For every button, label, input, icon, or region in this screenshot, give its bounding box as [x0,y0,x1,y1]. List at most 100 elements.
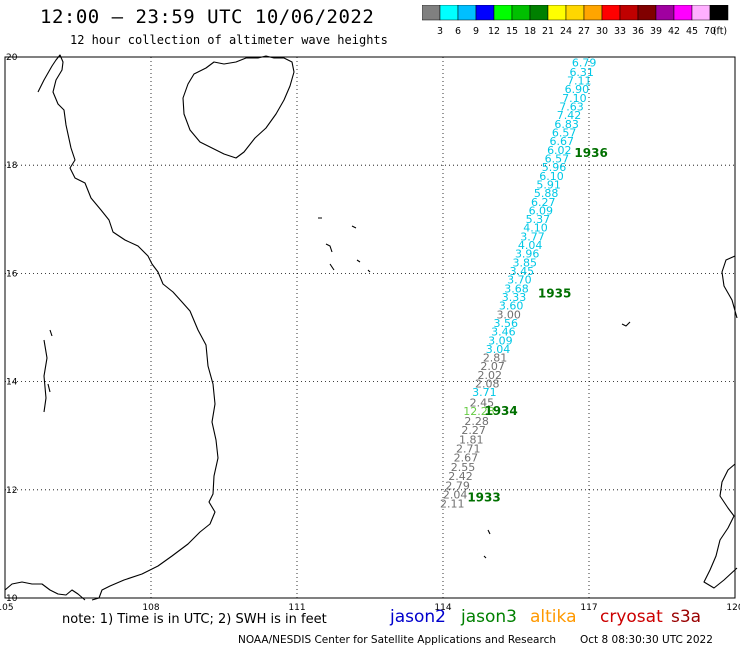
map-frame [4,56,736,599]
latitude-tick-label: 18 [6,161,18,171]
spratly-islet [483,321,631,559]
colorbar-label: 33 [614,26,626,37]
swh-value-label: 6.57 [552,127,577,140]
credit-line: NOAA/NESDIS Center for Satellite Applica… [238,634,556,646]
paracel-islands [318,217,371,273]
legend-s3a: s3a [671,607,702,627]
colorbar-label: 18 [524,26,536,37]
swh-value-label: 3.96 [515,248,540,261]
swh-value-label: 3.09 [488,334,513,347]
swh-value-label: 6.67 [549,135,574,148]
swh-value-label: 2.07 [480,360,505,373]
map-title: 12:00 – 23:59 UTC 10/06/2022 [40,6,375,28]
swh-value-label: 6.83 [554,118,579,131]
swh-value-label: 2.81 [483,352,508,365]
latitude-tick-label: 10 [6,594,18,604]
swh-value-label: 4.10 [523,222,548,235]
swh-value-label: 3.46 [491,326,516,339]
swh-value-label: 5.91 [536,178,561,191]
wave-height-colorbar: 3 6 9 12 15 18 21 24 27 30 33 36 39 42 45 70(ft) [422,5,729,37]
legend-jason3: jason3 [461,607,517,627]
longitude-tick-label: 108 [142,603,159,613]
legend-jason2: jason2 [390,607,446,627]
swh-value-label: 2.28 [464,415,489,428]
swh-value-label: 2.79 [445,479,470,492]
pass-time-label: 1936 [574,146,607,160]
swh-value-label: 12.28 [463,405,495,418]
colorbar-label: 3 [437,26,443,37]
colorbar-label: 30 [596,26,608,37]
swh-value-label: 6.90 [565,83,590,96]
swh-value-label: 6.57 [545,152,570,165]
colorbar-label: 6 [455,26,461,37]
swh-value-label: 6.27 [531,196,556,209]
swh-value-label: 2.67 [454,452,479,465]
pass-time-label: 1933 [467,491,500,505]
swh-value-label: 6.79 [572,57,597,70]
swh-value-label: 2.42 [448,470,473,483]
pass-time-label: 1934 [484,404,517,418]
swh-value-label: 3.70 [507,274,532,287]
latitude-tick-label: 16 [6,269,18,279]
hainan-island [182,55,295,159]
swh-value-label: 6.31 [569,66,594,79]
swh-value-label: 3.85 [513,256,538,269]
colorbar-label: 9 [473,26,479,37]
colorbar-label: 36 [632,26,644,37]
longitude-tick-label: 114 [434,603,451,613]
swh-value-label: 5.37 [526,213,551,226]
longitude-tick-label: 117 [580,603,597,613]
swh-value-label: 2.45 [470,396,495,409]
legend-cryosat: cryosat [600,607,663,627]
swh-value-label: 3.04 [486,343,511,356]
vietnam-coastline [37,54,219,601]
swh-value-label: 3.56 [494,317,519,330]
colorbar-label: 12 [488,26,500,37]
generated-timestamp: Oct 8 08:30:30 UTC 2022 [580,634,713,646]
colorbar-swatch [709,5,729,21]
swh-value-label: 7.10 [562,92,587,105]
latitude-tick-label: 20 [6,53,18,63]
longitude-tick-label: 120 [726,603,740,613]
swh-value-label: 1.81 [459,433,484,446]
philippines-coast [703,463,738,589]
swh-value-label: 3.68 [504,282,529,295]
luzon-coast [721,255,738,319]
swh-value-label: 2.27 [461,424,486,437]
colorbar-unit: (ft) [713,26,727,37]
swh-value-label: 7.11 [567,75,592,88]
cambodia-gulf-coast [4,581,86,601]
map-subtitle: 12 hour collection of altimeter wave hei… [70,33,388,47]
swh-value-label: 5.88 [534,187,559,200]
swh-value-label: 3.33 [502,291,527,304]
swh-value-label: 3.77 [520,230,545,243]
colorbar-label: 21 [542,26,554,37]
swh-value-label: 2.04 [443,488,468,501]
gulf-islands [43,339,48,413]
colorbar-label: 70 [704,26,716,37]
swh-value-label: 2.71 [456,442,481,455]
swh-value-label: 5.96 [542,161,567,174]
swh-value-label: 2.11 [440,498,465,511]
units-note: note: 1) Time is in UTC; 2) SWH is in fe… [62,612,327,627]
pass-time-label: 1935 [538,287,571,301]
coast-islet-west [47,329,53,393]
latitude-tick-label: 14 [6,378,18,388]
swh-value-label: 2.55 [451,461,476,474]
swh-value-label: 2.02 [477,369,502,382]
swh-value-label: 6.10 [539,170,564,183]
swh-value-label: 3.71 [472,386,497,399]
swh-value-label: 3.45 [510,265,535,278]
swh-value-label: 4.04 [518,239,543,252]
swh-value-label: 6.02 [547,144,572,157]
swh-value-label: 3.00 [496,308,521,321]
colorbar-label: 45 [686,26,698,37]
swh-value-label: 3.60 [499,300,524,313]
swh-value-label: 7.63 [559,101,584,114]
colorbar-label: 42 [668,26,680,37]
colorbar-label: 27 [578,26,590,37]
colorbar-label: 24 [560,26,572,37]
longitude-tick-label: 105 [0,603,14,613]
legend-altika: altika [530,607,577,627]
